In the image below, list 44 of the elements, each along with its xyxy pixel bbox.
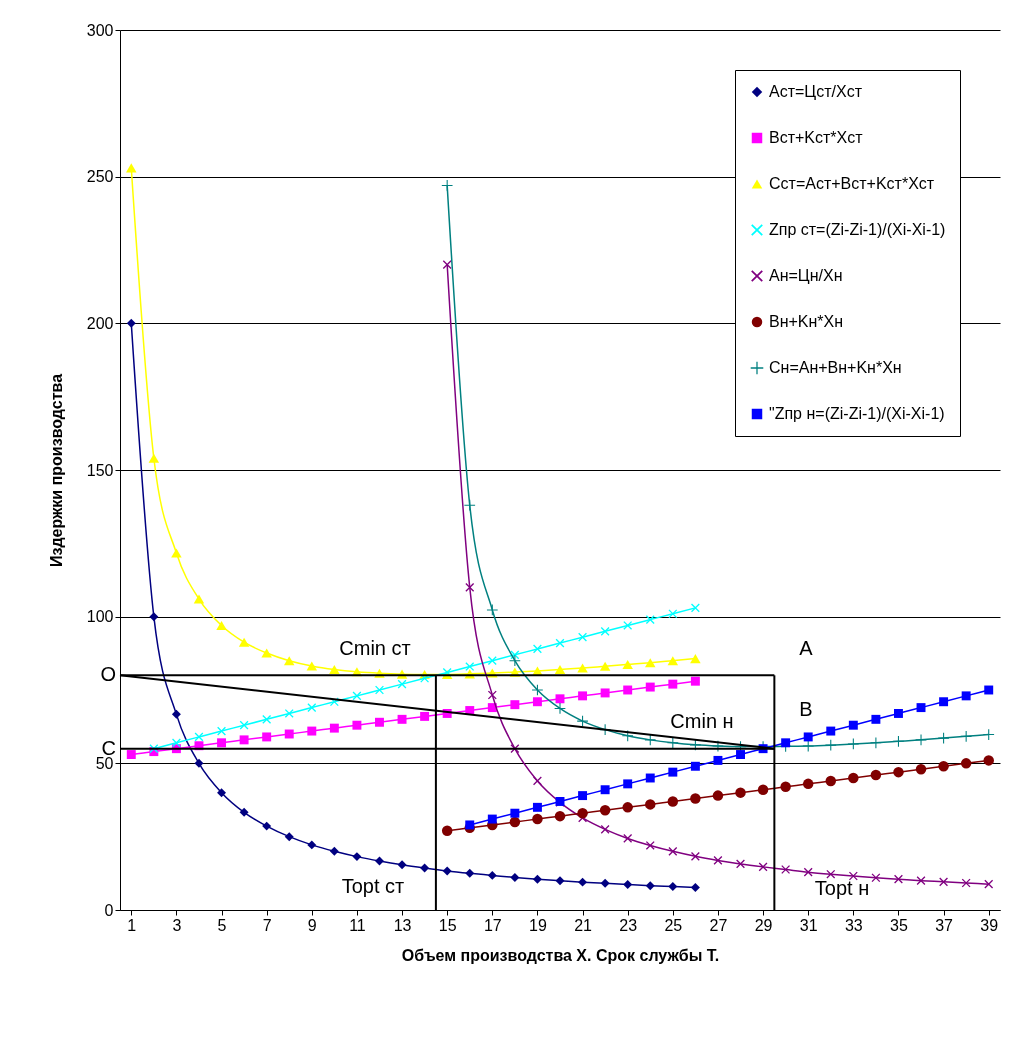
x-tick-label: 3 [172,916,182,934]
x-axis-title: Объем производства X. Срок службы T. [401,946,720,964]
x-tick-label: 35 [890,916,908,934]
legend-label: Bн+Kн*Xн [769,313,844,330]
annotation: Cmin н [670,710,734,732]
legend-label: Aст=Цст/Xст [769,83,863,100]
annotation: A [799,637,814,659]
y-tick-label: 300 [86,21,114,39]
annotation: Topt ст [341,875,405,897]
annotation: Cmin ст [339,637,411,659]
y-tick-label: 250 [86,168,114,186]
legend-label: Cн=Aн+Bн+Kн*Xн [769,359,902,376]
x-tick-label: 33 [844,916,863,934]
y-tick-label: 200 [86,314,114,332]
annotation: Topt н [814,877,870,899]
x-tick-label: 39 [980,916,999,934]
x-tick-label: 13 [393,916,412,934]
y-tick-label: 150 [86,461,114,479]
x-tick-label: 37 [935,916,954,934]
x-tick-label: 19 [529,916,547,934]
x-tick-label: 1 [127,916,137,934]
annotation: B [799,698,813,720]
annotation: O [100,663,116,686]
x-tick-label: 9 [307,916,317,934]
legend-label: "Zпр н=(Zi-Zi-1)/(Xi-Xi-1) [769,405,945,422]
x-tick-label: 7 [262,916,272,934]
x-tick-label: 31 [799,916,818,934]
x-tick-label: 27 [709,916,728,934]
y-tick-label: 0 [104,901,114,919]
x-tick-label: 5 [217,916,227,934]
legend-label: Cст=Aст+Bст+Kст*Xст [769,175,935,192]
x-tick-label: 23 [619,916,638,934]
legend-label: Aн=Цн/Xн [769,267,843,284]
x-tick-label: 11 [349,916,366,934]
y-tick-label: 100 [86,608,114,626]
y-tick-label: 50 [95,754,114,772]
x-tick-label: 17 [483,916,502,934]
x-tick-label: 21 [574,916,593,934]
legend-label: Bст+Kст*Xст [769,129,864,146]
legend-label: Zпр ст=(Zi-Zi-1)/(Xi-Xi-1) [769,221,946,238]
x-tick-label: 25 [664,916,683,934]
y-axis-title: Издержки производства [47,373,65,568]
x-tick-label: 29 [754,916,773,934]
x-tick-label: 15 [438,916,457,934]
